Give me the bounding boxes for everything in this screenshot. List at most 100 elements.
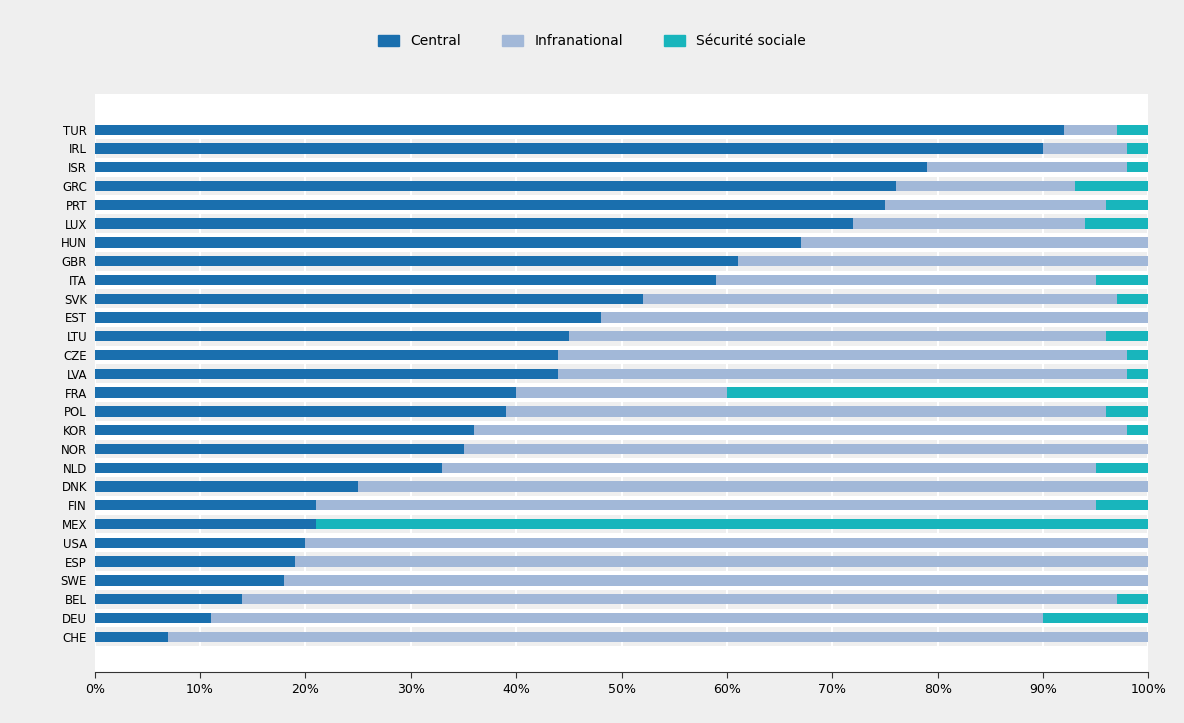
Bar: [95, 576, 284, 586]
Bar: [284, 576, 1148, 586]
Bar: [1106, 331, 1148, 341]
Bar: [927, 162, 1127, 172]
Legend: Central, Infranational, Sécurité sociale: Central, Infranational, Sécurité sociale: [372, 29, 812, 54]
Bar: [1117, 294, 1148, 304]
Bar: [443, 463, 1096, 473]
Bar: [316, 500, 1096, 510]
Bar: [1086, 218, 1148, 228]
Bar: [1117, 594, 1148, 604]
Bar: [1106, 200, 1148, 210]
Bar: [95, 200, 886, 210]
Bar: [95, 609, 1148, 628]
Bar: [1127, 143, 1148, 153]
Bar: [305, 538, 1148, 548]
Bar: [95, 500, 316, 510]
Bar: [95, 237, 800, 247]
Bar: [95, 571, 1148, 590]
Bar: [95, 289, 1148, 308]
Bar: [95, 458, 1148, 477]
Bar: [95, 594, 243, 604]
Bar: [1127, 350, 1148, 360]
Bar: [95, 237, 800, 247]
Bar: [95, 256, 738, 266]
Bar: [1096, 463, 1148, 473]
Bar: [738, 256, 1148, 266]
Bar: [211, 613, 1043, 623]
Bar: [559, 369, 1127, 379]
Bar: [1096, 463, 1148, 473]
Bar: [568, 331, 1106, 341]
Bar: [95, 139, 1148, 158]
Bar: [316, 519, 1148, 529]
Bar: [474, 425, 1127, 435]
Bar: [1127, 162, 1148, 172]
Bar: [95, 477, 1148, 496]
Bar: [1127, 143, 1148, 153]
Bar: [95, 176, 1148, 195]
Bar: [95, 402, 1148, 421]
Bar: [95, 275, 716, 285]
Bar: [95, 463, 443, 473]
Bar: [95, 632, 168, 642]
Bar: [95, 124, 1064, 134]
Bar: [516, 388, 727, 398]
Bar: [95, 331, 568, 341]
Bar: [95, 143, 1043, 153]
Bar: [643, 294, 1117, 304]
Bar: [95, 275, 716, 285]
Bar: [358, 482, 1148, 492]
Bar: [1096, 275, 1148, 285]
Bar: [95, 162, 927, 172]
Bar: [1106, 406, 1148, 416]
Bar: [95, 388, 516, 398]
Bar: [95, 383, 1148, 402]
Bar: [95, 252, 1148, 270]
Bar: [95, 270, 1148, 289]
Bar: [927, 162, 1127, 172]
Bar: [316, 519, 1148, 529]
Bar: [95, 312, 600, 322]
Bar: [95, 425, 474, 435]
Bar: [95, 364, 1148, 383]
Bar: [886, 200, 1106, 210]
Bar: [1127, 369, 1148, 379]
Bar: [600, 312, 1148, 322]
Bar: [800, 237, 1148, 247]
Bar: [1043, 143, 1127, 153]
Bar: [559, 369, 1127, 379]
Bar: [95, 388, 516, 398]
Bar: [95, 308, 1148, 327]
Bar: [95, 421, 1148, 440]
Bar: [95, 557, 295, 567]
Bar: [1117, 124, 1148, 134]
Bar: [506, 406, 1106, 416]
Bar: [305, 538, 1148, 548]
Bar: [95, 294, 643, 304]
Bar: [95, 181, 895, 191]
Bar: [95, 294, 643, 304]
Bar: [95, 181, 895, 191]
Bar: [211, 613, 1043, 623]
Bar: [95, 143, 1043, 153]
Bar: [1127, 425, 1148, 435]
Bar: [95, 312, 600, 322]
Bar: [1117, 124, 1148, 134]
Bar: [95, 158, 1148, 176]
Bar: [95, 369, 559, 379]
Bar: [95, 594, 243, 604]
Bar: [716, 275, 1096, 285]
Bar: [95, 552, 1148, 571]
Bar: [95, 444, 463, 454]
Bar: [559, 350, 1127, 360]
Bar: [243, 594, 1117, 604]
Bar: [854, 218, 1086, 228]
Bar: [95, 519, 316, 529]
Bar: [95, 233, 1148, 252]
Bar: [1117, 594, 1148, 604]
Bar: [95, 124, 1064, 134]
Bar: [1106, 200, 1148, 210]
Bar: [95, 515, 1148, 534]
Bar: [1043, 613, 1148, 623]
Bar: [1096, 500, 1148, 510]
Bar: [895, 181, 1075, 191]
